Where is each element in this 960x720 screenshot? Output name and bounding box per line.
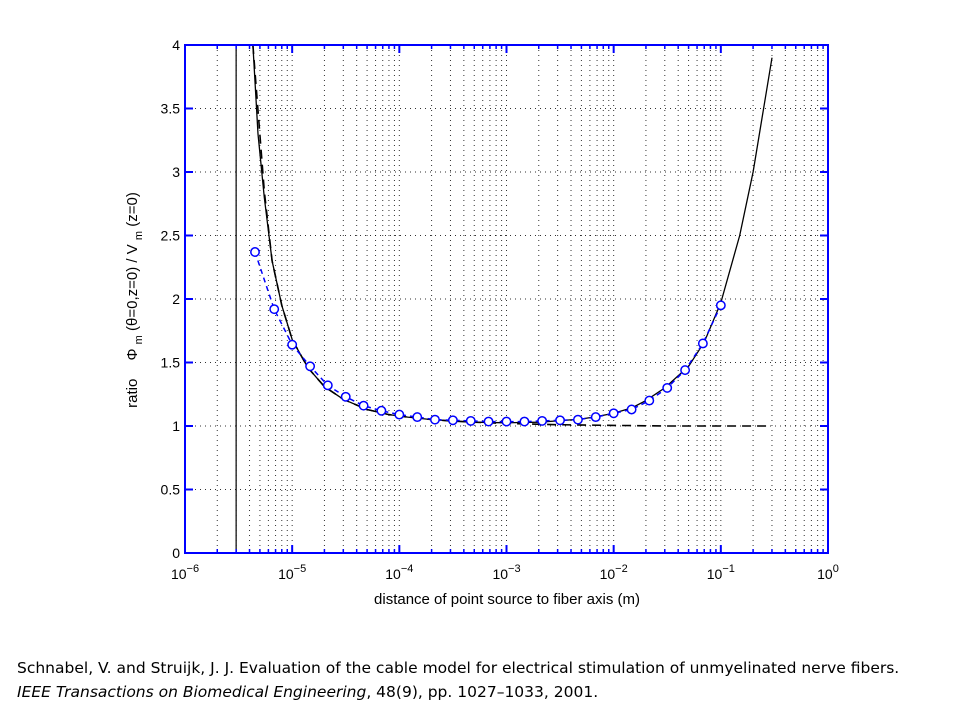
series-2-point: [590, 412, 601, 423]
series-2-point: [662, 382, 673, 393]
y-tick-label: 2.5: [161, 228, 181, 244]
x-tick-label: 10−3: [492, 563, 520, 582]
citation: Schnabel, V. and Struijk, J. J. Evaluati…: [17, 656, 937, 704]
series-2-point: [447, 415, 458, 426]
series-2-point: [340, 391, 351, 402]
series-2-point: [626, 404, 637, 415]
series-2-point: [697, 338, 708, 349]
series-2-point: [519, 416, 530, 427]
series-2-point: [376, 405, 387, 416]
x-tick-label: 10−2: [600, 563, 628, 582]
y-tick-label: 1: [172, 418, 180, 434]
x-tick-label: 10−6: [171, 563, 199, 582]
y-axis-label-mid: (θ=0,z=0) / V: [124, 244, 141, 331]
series-2-dashed-line: [254, 251, 722, 423]
series-2-point: [555, 415, 565, 426]
x-tick-label: 10−5: [278, 563, 306, 582]
x-axis-label: distance of point source to fiber axis (…: [374, 591, 640, 608]
series-2-point: [287, 339, 298, 350]
y-axis-label-phi: Φ: [124, 348, 141, 360]
series-2-point: [358, 400, 369, 411]
series-2-point: [644, 395, 655, 406]
x-tick-label: 10−1: [707, 563, 735, 582]
y-tick-label: 4: [172, 37, 180, 53]
series-2-point: [412, 412, 423, 423]
y-tick-label: 3: [172, 164, 180, 180]
series-0-solid-line: [252, 44, 773, 424]
series-2-point: [537, 415, 548, 426]
y-tick-label: 3.5: [161, 101, 181, 117]
y-axis-label-ratio: ratio: [124, 379, 141, 408]
curves: [235, 44, 773, 553]
series-2-point: [608, 408, 619, 419]
y-tick-label: 1.5: [161, 355, 181, 371]
x-tick-label: 100: [817, 563, 839, 582]
plot-frame: [184, 44, 829, 554]
series-2-point: [322, 380, 333, 391]
series-2-point: [715, 300, 726, 311]
citation-details: , 48(9), pp. 1027–1033, 2001.: [366, 683, 599, 701]
y-tick-label: 0.5: [161, 482, 181, 498]
markers: [250, 247, 726, 427]
y-axis-label-sub2: m: [133, 231, 145, 240]
series-2-point: [394, 409, 405, 420]
y-axis-label-sub1: m: [133, 335, 145, 344]
chart: 10−6 10−5 10−4 10−3 10−2 10−1 100 0 0.5 1 1.5 2 2.5 3…: [124, 37, 839, 608]
series-2-point: [465, 415, 476, 426]
citation-journal: IEEE Transactions on Biomedical Engineer…: [17, 683, 367, 701]
x-tick-label: 10−4: [385, 563, 413, 582]
y-tick-label: 2: [172, 291, 180, 307]
tick-labels: 10−6 10−5 10−4 10−3 10−2 10−1 100 0 0.5 1 1.5 2 2.5 3…: [161, 37, 839, 582]
y-axis-label-end: (z=0): [124, 192, 141, 227]
series-2-point: [269, 304, 280, 315]
series-2-point: [430, 414, 440, 425]
y-axis-label: ratio Φ m (θ=0,z=0) / V m (z=0): [124, 192, 146, 408]
axes: [184, 44, 829, 554]
series-2-point: [501, 416, 512, 427]
series-2-point: [305, 361, 316, 372]
series-2-point: [680, 365, 691, 376]
series-2-point: [250, 247, 260, 257]
y-tick-label: 0: [172, 545, 180, 561]
citation-authors-title: Schnabel, V. and Struijk, J. J. Evaluati…: [17, 659, 900, 677]
grid: [185, 45, 828, 553]
series-2-point: [572, 414, 583, 425]
series-2-point: [483, 416, 494, 427]
